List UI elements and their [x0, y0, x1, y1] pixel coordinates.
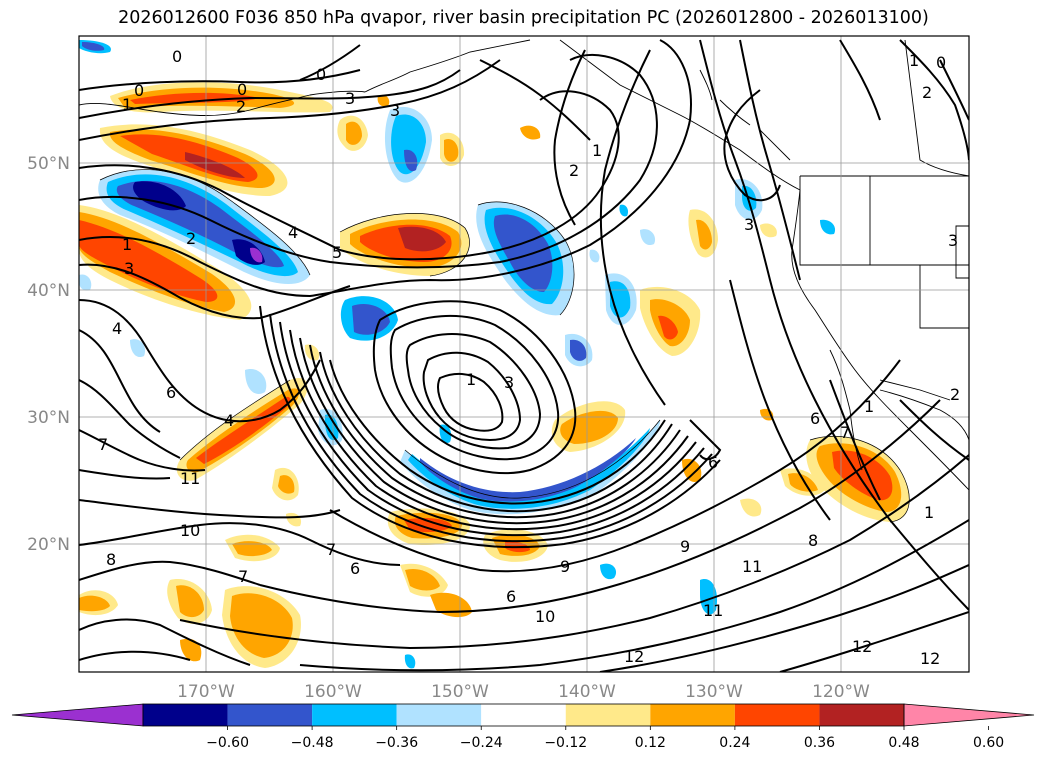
- colorbar-segment: [650, 704, 735, 726]
- longitude-labels: 170°W 160°W 150°W 140°W 130°W 120°W: [177, 682, 870, 702]
- colorbar-frame: [142, 703, 905, 727]
- contour-label: 8: [808, 531, 818, 550]
- contour-label: 1: [122, 235, 132, 254]
- positive-anomaly-shading: [79, 82, 910, 668]
- contour-label: 9: [560, 557, 570, 576]
- contour-label: 2: [186, 229, 196, 248]
- contour-label: 3: [390, 101, 400, 120]
- lon-tick-label: 150°W: [431, 682, 489, 702]
- colorbar-extend-low: [11, 703, 144, 727]
- contour-label: 7: [98, 435, 108, 454]
- contour-label: 2: [922, 83, 932, 102]
- lon-tick-label: 140°W: [558, 682, 616, 702]
- contour-label: 0: [134, 81, 144, 100]
- contour-label: 3: [948, 231, 958, 250]
- colorbar-tick-label: 0.36: [804, 735, 835, 751]
- contour-label: 12: [624, 647, 644, 666]
- qvapor-contours: [79, 39, 969, 672]
- contour-label: 0: [316, 65, 326, 84]
- contour-label: 4: [288, 223, 298, 242]
- colorbar-tick-label: 0.12: [635, 735, 666, 751]
- colorbar-segment: [481, 704, 566, 726]
- colorbar-tick-label: 0.48: [888, 735, 919, 751]
- colorbar-tick-label: −0.36: [375, 735, 418, 751]
- contour-label: 11: [180, 469, 200, 488]
- colorbar: −0.60 −0.48 −0.36 −0.24 −0.12 0.12 0.24 0.36 0.4…: [11, 703, 1035, 751]
- colorbar-tick-label: −0.24: [460, 735, 503, 751]
- latitude-labels: 50°N 40°N 30°N 20°N: [27, 154, 70, 555]
- contour-label: 2: [950, 385, 960, 404]
- contour-label: 10: [180, 521, 200, 540]
- precip-pc-contours: [99, 169, 910, 523]
- contour-label: 3: [744, 215, 754, 234]
- contour-label: 5: [332, 243, 342, 262]
- colorbar-segment: [396, 704, 482, 726]
- contour-label: 4: [224, 411, 234, 430]
- map-title: 2026012600 F036 850 hPa qvapor, river ba…: [118, 8, 929, 28]
- colorbar-extend-high: [903, 703, 1035, 727]
- colorbar-tick-label: 0.24: [719, 735, 750, 751]
- contour-label: 8: [106, 550, 116, 569]
- contour-label: 3: [124, 259, 134, 278]
- colorbar-segment: [734, 704, 820, 726]
- contour-label: 4: [112, 319, 122, 338]
- contour-label: 9: [680, 537, 690, 556]
- contour-label: 7: [840, 423, 850, 442]
- contour-label: 10: [535, 607, 555, 626]
- contour-label: 1: [924, 503, 934, 522]
- coastlines: [79, 39, 969, 491]
- colorbar-tick-label: 0.60: [973, 735, 1004, 751]
- contour-label: 6: [708, 453, 718, 472]
- colorbar-tick-label: −0.12: [544, 735, 587, 751]
- lon-tick-label: 130°W: [685, 682, 743, 702]
- lon-tick-label: 120°W: [812, 682, 870, 702]
- contour-label: 2: [569, 161, 579, 180]
- contour-label: 3: [345, 89, 355, 108]
- contour-labels: 0 1 2 0 0 3 3 2 1 2 0 3 1 0 1 2 3 4 5 4 …: [98, 47, 960, 668]
- contour-label: 1: [122, 95, 132, 114]
- contour-label: 1: [592, 141, 602, 160]
- lat-tick-label: 30°N: [27, 408, 70, 428]
- contour-label: 11: [703, 601, 723, 620]
- contour-label: 12: [920, 649, 940, 668]
- contour-label: 6: [810, 409, 820, 428]
- contour-label: 12: [852, 637, 872, 656]
- colorbar-tick-label: −0.60: [206, 735, 249, 751]
- colorbar-tick-label: −0.48: [291, 735, 334, 751]
- lon-tick-label: 170°W: [177, 682, 235, 702]
- contour-label: 11: [742, 557, 762, 576]
- contour-label: 6: [166, 383, 176, 402]
- contour-label: 7: [326, 540, 336, 559]
- colorbar-segment: [819, 704, 904, 726]
- contour-label: 1: [466, 370, 476, 389]
- lon-tick-label: 160°W: [304, 682, 362, 702]
- lat-tick-label: 20°N: [27, 535, 70, 555]
- colorbar-segment: [565, 704, 651, 726]
- contour-label: 1: [864, 397, 874, 416]
- colorbar-segment: [143, 704, 228, 726]
- contour-label: 1: [909, 51, 919, 70]
- contour-label: 0: [172, 47, 182, 66]
- map-frame: [78, 35, 970, 673]
- contour-label: 0: [237, 80, 247, 99]
- lat-tick-label: 40°N: [27, 281, 70, 301]
- contour-label: 6: [350, 559, 360, 578]
- contour-label: 0: [936, 53, 946, 72]
- colorbar-segment: [227, 704, 313, 726]
- contour-label: 6: [506, 587, 516, 606]
- lat-tick-label: 50°N: [27, 154, 70, 174]
- contour-label: 2: [236, 97, 246, 116]
- contour-label: 3: [504, 373, 514, 392]
- colorbar-segment: [312, 704, 397, 726]
- contour-label: 7: [238, 567, 248, 586]
